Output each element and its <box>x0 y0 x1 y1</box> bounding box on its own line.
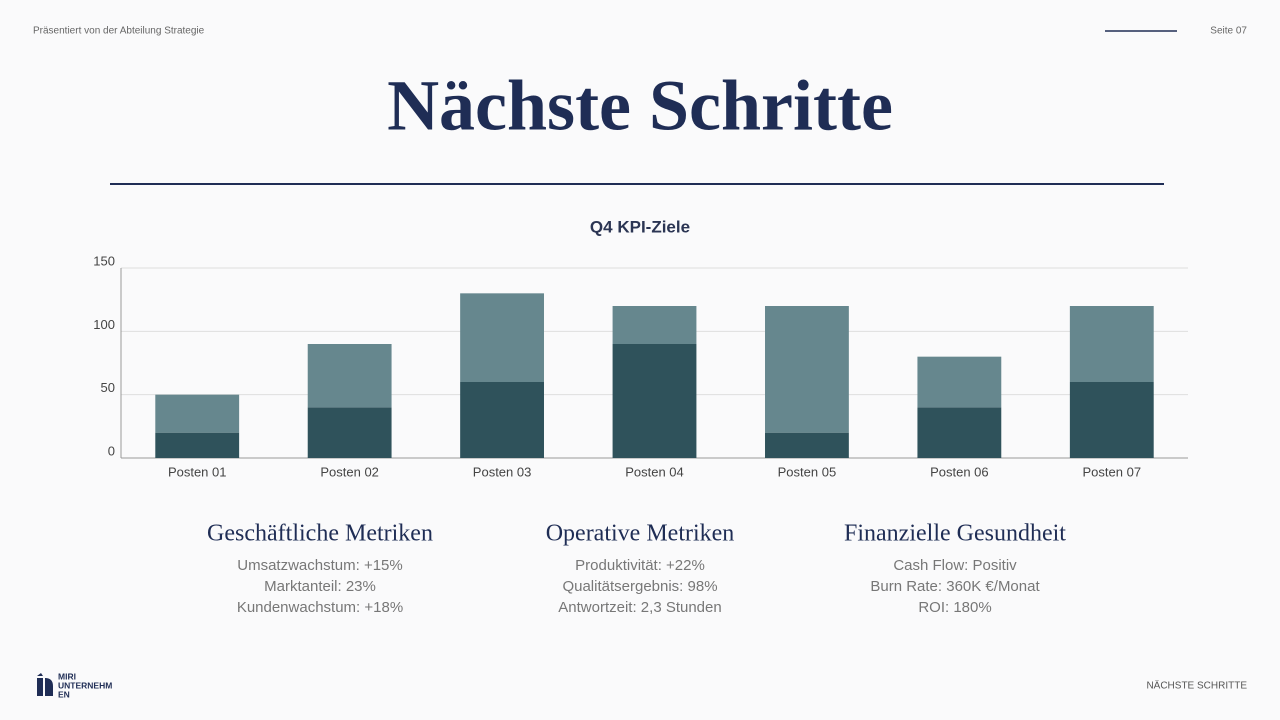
chart: 0 50 100 150 Posten 01 Posten 02 Posten 03 Post… <box>93 253 1188 479</box>
bar-segment <box>1069 306 1154 382</box>
y-tick-label: 0 <box>108 443 115 458</box>
metric-item: Cash Flow: Positiv <box>893 557 1017 574</box>
bar-segment <box>155 394 240 433</box>
bar-segment <box>765 306 849 433</box>
metric-item: Qualitätsergebnis: 98% <box>562 578 717 595</box>
x-tick-label: Posten 01 <box>168 464 227 479</box>
y-tick-label: 50 <box>101 380 115 395</box>
x-tick-label: Posten 02 <box>320 464 379 479</box>
page-number: Seite 07 <box>1210 26 1247 37</box>
x-tick-label: Posten 05 <box>778 464 837 479</box>
metric-heading: Geschäftliche Metriken <box>207 521 433 547</box>
metric-item: ROI: 180% <box>918 599 991 616</box>
metric-item: Kundenwachstum: +18% <box>237 599 403 616</box>
bar-segment <box>917 356 1002 408</box>
bar-segment <box>307 407 392 458</box>
metric-item: Marktanteil: 23% <box>264 578 376 595</box>
bar-segment <box>307 344 392 408</box>
logo-line: MIRI <box>58 671 76 681</box>
metric-item: Antwortzeit: 2,3 Stunden <box>558 599 721 616</box>
metric-heading: Operative Metriken <box>546 521 735 547</box>
metric-item: Produktivität: +22% <box>575 557 705 574</box>
bar-segment <box>612 306 697 344</box>
chart-title: Q4 KPI-Ziele <box>590 217 690 236</box>
metric-item: Burn Rate: 360K €/Monat <box>870 578 1040 595</box>
logo-line: EN <box>58 689 70 699</box>
metric-heading: Finanzielle Gesundheit <box>844 521 1066 547</box>
x-tick-label: Posten 03 <box>473 464 532 479</box>
bar-segment <box>460 382 544 458</box>
logo-line: UNTERNEHM <box>58 680 112 690</box>
x-tick-label: Posten 07 <box>1083 464 1142 479</box>
y-tick-label: 150 <box>93 253 115 268</box>
y-tick-label: 100 <box>93 317 115 332</box>
presenter: Präsentiert von der Abteilung Strategie <box>33 26 205 37</box>
metric-item: Umsatzwachstum: +15% <box>237 557 402 574</box>
bar-segment <box>612 344 697 458</box>
x-tick-label: Posten 06 <box>930 464 989 479</box>
footer-section: NÄCHSTE SCHRITTE <box>1146 680 1247 692</box>
slide-title: Nächste Schritte <box>387 66 893 146</box>
bar-segment <box>917 407 1002 458</box>
bar-segment <box>765 432 849 458</box>
bar-segment <box>1069 382 1154 458</box>
bar-segment <box>460 293 544 382</box>
x-tick-label: Posten 04 <box>625 464 684 479</box>
metrics: Geschäftliche Metriken Umsatzwachstum: +1… <box>207 521 1066 616</box>
logo-icon <box>37 673 53 696</box>
bar-segment <box>155 432 240 458</box>
